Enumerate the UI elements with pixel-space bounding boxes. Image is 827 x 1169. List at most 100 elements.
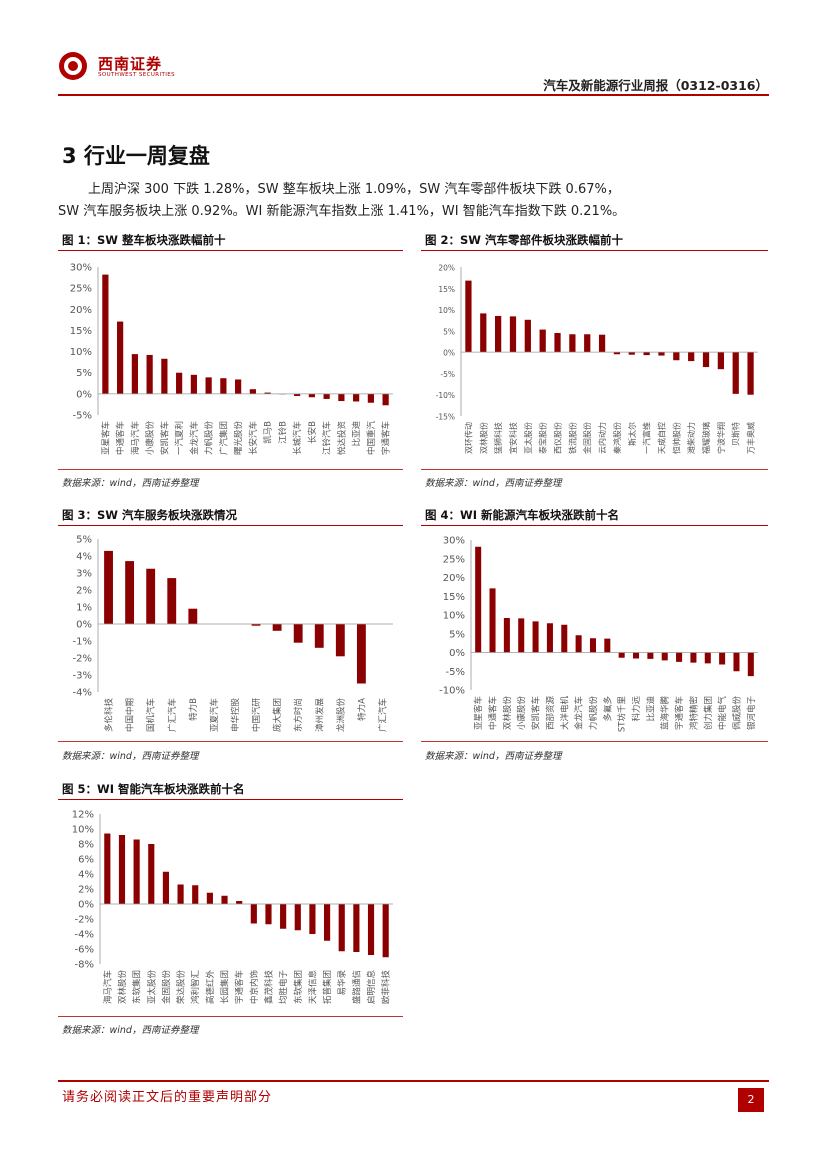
figure-3-top-rule (58, 525, 403, 527)
category-label: 比亚迪 (645, 696, 656, 722)
bar (747, 352, 754, 395)
category-label: 安凯客车 (159, 421, 170, 455)
y-tick-label: 20% (70, 305, 92, 316)
bar (220, 378, 227, 394)
category-label: 龙洲股份 (335, 698, 346, 733)
figure-2-title: 图 2：SW 汽车零部件板块涨跌幅前十 (425, 233, 623, 247)
bar (294, 393, 301, 396)
figure-5-source: 数据来源：wind，西南证券整理 (62, 1025, 199, 1036)
y-tick-label: 0% (76, 620, 92, 631)
bar (235, 379, 242, 394)
bar (367, 904, 375, 955)
bar (658, 352, 665, 356)
category-label: 创力集团 (703, 696, 714, 730)
summary-paragraph-line-2: SW 汽车服务板块上涨 0.92%。WI 新能源汽车指数上涨 1.41%，WI … (58, 204, 626, 219)
y-tick-label: 8% (78, 840, 94, 851)
bar (546, 623, 553, 653)
bar (335, 624, 345, 657)
figure-1-bottom-rule (58, 469, 403, 470)
bar (249, 389, 256, 394)
bar (604, 638, 611, 653)
page-number: 2 (738, 1088, 764, 1112)
bar (495, 315, 502, 353)
category-label: 拓普集团 (322, 970, 333, 1004)
category-label: 银河电子 (746, 696, 757, 731)
category-label: 金固股份 (582, 422, 592, 454)
figure-2-top-rule (421, 250, 768, 252)
bar (131, 354, 138, 394)
y-tick-label: 15% (438, 285, 455, 294)
bar (192, 885, 199, 904)
y-tick-label: 0% (443, 349, 455, 358)
category-label: 蓝海华腾 (660, 696, 671, 731)
figure-4-source: 数据来源：wind，西南证券整理 (425, 751, 562, 762)
figure-3-title: 图 3：SW 汽车服务板块涨跌情况 (62, 508, 237, 522)
category-label: 中国汽研 (251, 698, 262, 733)
figure-2-source: 数据来源：wind，西南证券整理 (425, 478, 562, 489)
category-label: 中通客车 (115, 421, 126, 455)
bar (732, 352, 739, 394)
bar (167, 578, 177, 624)
bar (146, 354, 153, 394)
category-label: 潍柴动力 (686, 422, 696, 454)
category-label: 云内动力 (597, 422, 607, 454)
bar (539, 329, 546, 353)
figure-2-bottom-rule (421, 469, 768, 470)
y-tick-label: 25% (443, 554, 465, 565)
category-label: 中国中期 (125, 698, 136, 732)
bar (584, 334, 591, 353)
y-tick-label: 3% (76, 569, 92, 580)
bar (561, 624, 568, 653)
bar (353, 904, 360, 952)
category-label: 小康股份 (145, 421, 156, 456)
bar (382, 904, 389, 958)
bar (133, 839, 140, 904)
category-label: 金龙汽车 (189, 421, 200, 455)
category-label: 恒帅股份 (671, 422, 681, 454)
bar (628, 352, 635, 355)
category-label: 宁波华翔 (716, 422, 726, 454)
category-label: 中通客车 (488, 696, 499, 730)
bar (323, 904, 331, 941)
y-tick-label: -2% (75, 915, 94, 926)
logo-icon (59, 52, 87, 80)
category-label: 长安B (307, 421, 318, 444)
y-tick-label: -15% (436, 413, 455, 422)
figure-2-chart: -15% -10% -5% 0% 5% 10% 15% 20% 双环传动 双林股份 猛狮科技 宜安科技… (436, 264, 758, 454)
bar (647, 652, 654, 659)
bar (480, 313, 487, 353)
category-label: 易华录 (337, 970, 348, 996)
category-label: 一汽夏利 (174, 421, 185, 455)
logo-name-en: SOUTHWEST SECURITIES (98, 72, 176, 78)
bar (717, 352, 724, 370)
category-label: 天泽信息 (307, 970, 318, 1005)
bar (643, 352, 650, 356)
bar (309, 904, 316, 934)
bar (353, 393, 360, 402)
bar (148, 844, 155, 904)
figure-4-top-rule (421, 525, 768, 527)
bar (704, 652, 711, 664)
report-title: 汽车及新能源行业周报（0312-0316） (543, 78, 768, 93)
category-label: 福耀玻璃 (701, 422, 711, 454)
category-label: 小康股份 (516, 696, 527, 731)
y-tick-label: 2% (76, 586, 92, 597)
bar (294, 904, 301, 931)
y-tick-label: -2% (73, 654, 92, 665)
bar (747, 652, 754, 677)
y-tick-label: -3% (73, 671, 92, 682)
bar (475, 546, 482, 653)
category-label: 中京内饰 (249, 970, 260, 1005)
category-label: 鸿特精密 (688, 696, 699, 731)
bar (554, 332, 561, 353)
y-tick-label: -1% (73, 637, 92, 648)
y-tick-label: -10% (436, 391, 455, 400)
y-tick-label: 0% (78, 900, 94, 911)
y-tick-label: 10% (72, 825, 94, 836)
figure-1-title: 图 1：SW 整车板块涨跌幅前十 (62, 233, 226, 247)
y-tick-label: -5% (446, 667, 465, 678)
figure-5-chart: -8%-6%-4%-2%0%2%4%6%8%10%12%海马汽车 双林股份 东软集团… (72, 810, 393, 1005)
y-tick-label: 5% (76, 368, 92, 379)
y-tick-label: 4% (76, 552, 92, 563)
category-label: 金固股份 (161, 970, 172, 1005)
